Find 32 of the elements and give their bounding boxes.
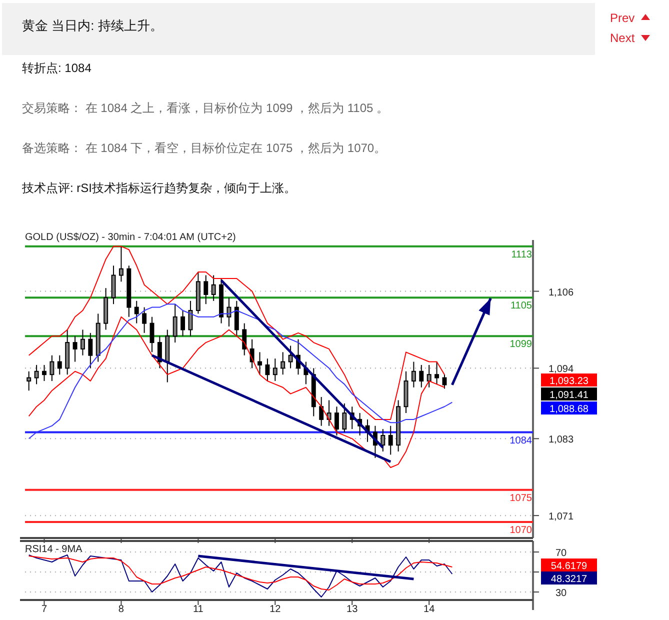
ref-line-label: 1075 — [510, 492, 532, 504]
chart-title: RSI14 - 9MA — [25, 544, 83, 555]
x-tick-label: 13 — [346, 604, 358, 615]
ref-line-label: 1105 — [510, 300, 532, 312]
x-tick-label: 14 — [424, 604, 436, 615]
chart-title: 黄金 当日内: 持续上升。 — [22, 18, 163, 33]
ref-line-label: 1113 — [511, 249, 532, 260]
y-tick-label: 1,083 — [548, 434, 574, 446]
y-tick-label: 1,106 — [548, 287, 574, 298]
text: 1,093.23 — [550, 376, 589, 387]
nav-link: Prev — [610, 11, 650, 25]
text: 技术点评: rSI技术指标运行趋势复杂，倾向于上涨。 — [21, 181, 296, 195]
text: 54.6179 — [550, 561, 588, 572]
y-tick-label: 70 — [555, 548, 567, 559]
chart-subtitle: GOLD (US$/OZ) - 30min - 7:04:01 AM (UTC+2) — [25, 232, 236, 243]
text: 备选策略： 在 1084 下，看空，目标价位定在 1075 ，然后为 1070。 — [22, 141, 386, 155]
ref-line-label: 1070 — [510, 524, 532, 536]
x-tick-label: 12 — [270, 604, 282, 615]
text: 交易策略： 在 1084 之上，看涨，目标价位为 1099 ，然后为 1105 。 — [22, 101, 389, 115]
nav-link: Next — [610, 31, 650, 45]
text: 转折点: 1084 — [22, 61, 92, 75]
ref-line-label: 1084 — [510, 435, 532, 446]
text: 1,088.68 — [550, 404, 589, 415]
ref-line-label: 1099 — [510, 339, 532, 350]
text: 1,091.41 — [550, 390, 589, 401]
y-tick-label: 1,071 — [548, 512, 574, 523]
y-tick-label: 1,094 — [548, 364, 574, 376]
x-tick-label: 11 — [192, 604, 204, 615]
x-tick-label: 8 — [118, 604, 124, 615]
text: 48.3217 — [550, 574, 588, 585]
x-tick-label: 7 — [41, 604, 48, 615]
y-tick-label: 30 — [555, 588, 567, 599]
